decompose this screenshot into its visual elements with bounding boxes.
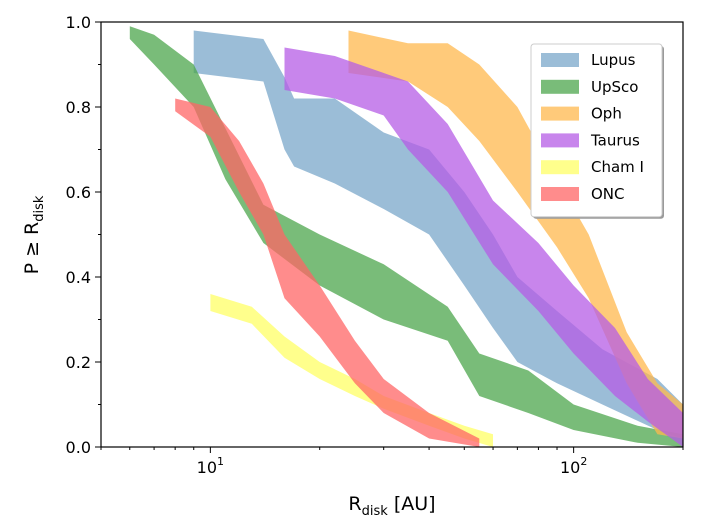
x-axis-title-main: R bbox=[348, 493, 361, 515]
legend-label: Cham I bbox=[591, 158, 644, 176]
band-onc bbox=[175, 98, 480, 447]
x-tick-label: 102 bbox=[560, 455, 587, 477]
y-tick-label: 0.4 bbox=[66, 268, 91, 287]
legend-swatch bbox=[541, 187, 579, 201]
plot-areas bbox=[129, 26, 684, 448]
legend-swatch bbox=[541, 53, 579, 67]
y-tick-label: 0.2 bbox=[66, 353, 91, 372]
x-axis-title: Rdisk [AU] bbox=[348, 493, 435, 519]
legend-swatch bbox=[541, 160, 579, 175]
legend-swatch bbox=[541, 79, 579, 94]
y-tick-label: 0.8 bbox=[66, 98, 91, 117]
x-axis-title-sub: disk bbox=[362, 504, 389, 519]
legend-label: Lupus bbox=[591, 51, 636, 69]
legend-label: Taurus bbox=[590, 131, 640, 149]
x-tick-label: 101 bbox=[197, 455, 224, 477]
band-upsco bbox=[129, 26, 684, 448]
y-axis-ticks: 0.0 0.2 0.4 0.6 0.8 1.0 bbox=[66, 13, 101, 457]
legend-swatch bbox=[541, 106, 579, 121]
x-axis-title-rest: [AU] bbox=[388, 493, 436, 515]
y-tick-label: 1.0 bbox=[66, 13, 91, 32]
legend-swatch bbox=[541, 133, 579, 148]
x-axis-ticks: 101 102 bbox=[100, 447, 684, 477]
y-tick-label: 0.6 bbox=[66, 183, 91, 202]
legend-label: ONC bbox=[591, 185, 625, 203]
legend-label: UpSco bbox=[591, 78, 638, 96]
y-axis-title-sub: disk bbox=[32, 195, 47, 222]
y-axis-title-main: P ≥ R bbox=[21, 222, 43, 275]
legend-label: Oph bbox=[591, 105, 622, 123]
y-tick-label: 0.0 bbox=[66, 438, 91, 457]
band-taurus bbox=[284, 47, 683, 447]
legend: Lupus UpSco Oph Taurus Cham I ONC bbox=[530, 43, 664, 219]
y-axis-title: P ≥ Rdisk bbox=[21, 195, 47, 274]
